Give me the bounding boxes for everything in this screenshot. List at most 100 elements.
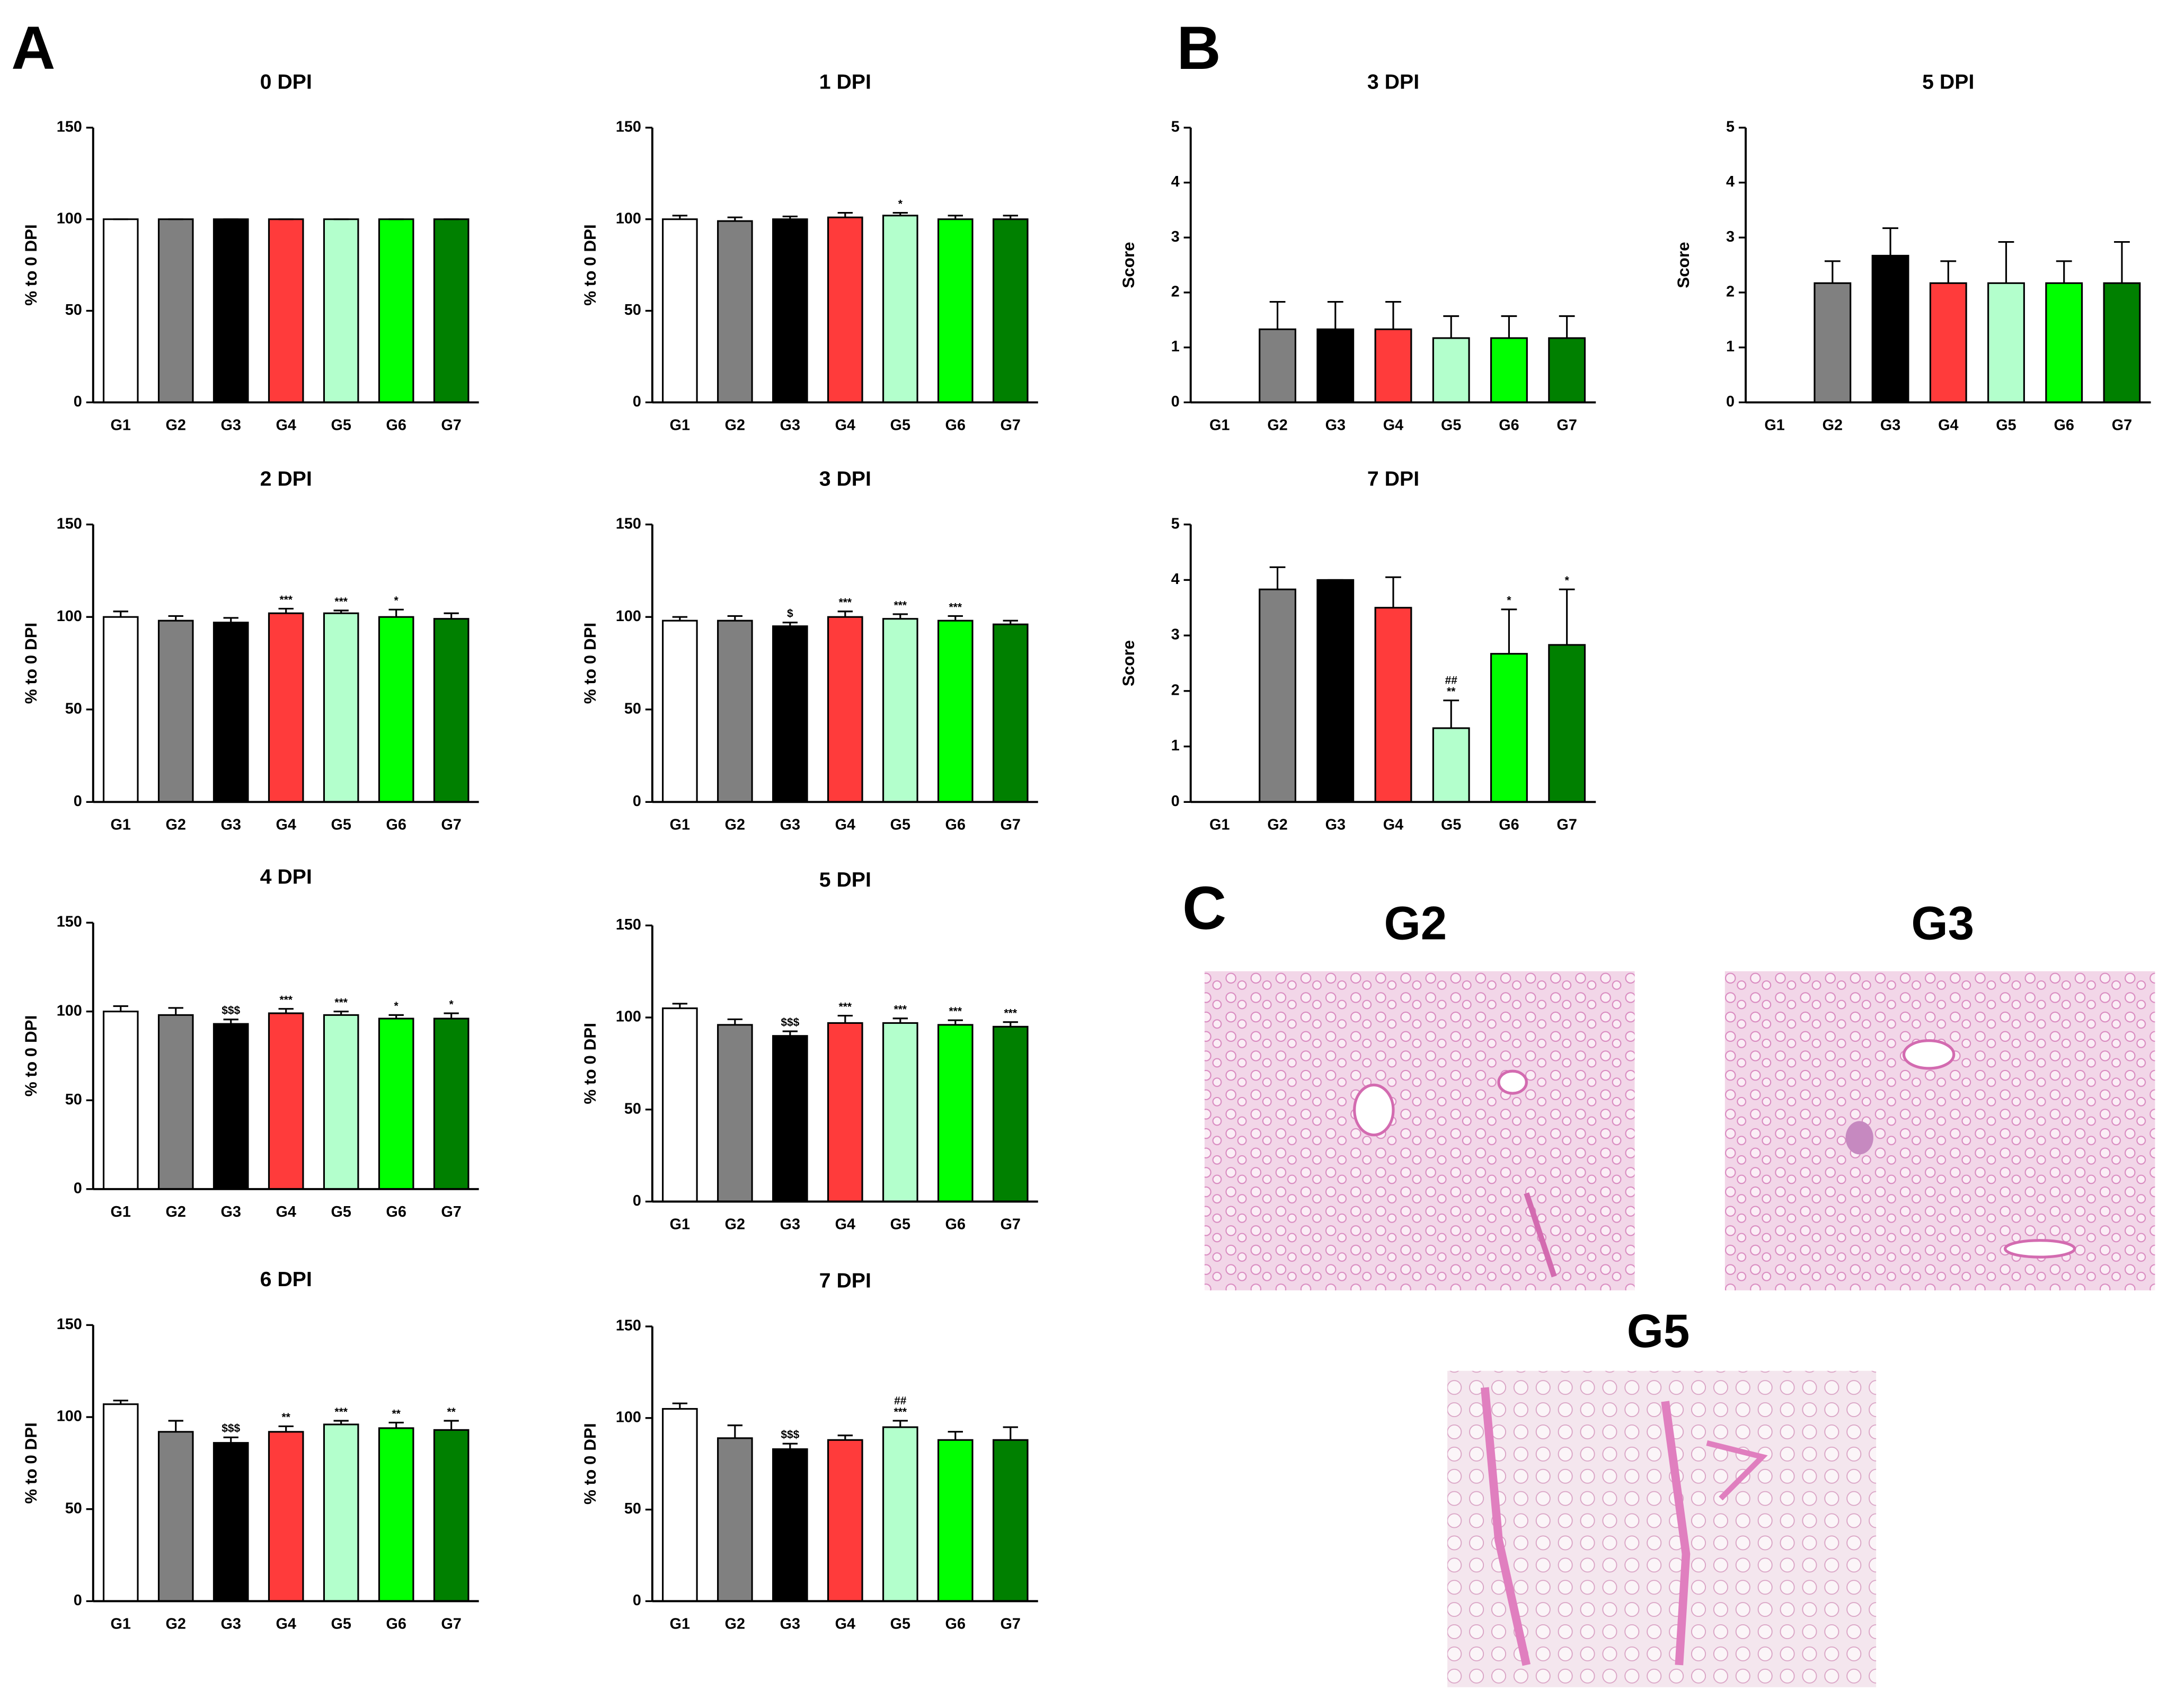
error-bar [333, 609, 349, 614]
bar [323, 612, 359, 803]
y-tick-label: 4 [1171, 173, 1180, 190]
error-bar [113, 610, 128, 617]
y-tick-label: 2 [1171, 284, 1180, 300]
bar [772, 625, 808, 803]
error-bar [1501, 315, 1517, 338]
x-tick-label: G1 [1209, 417, 1229, 433]
bar [1432, 727, 1470, 803]
histology-image [1447, 1370, 1877, 1687]
bar [378, 616, 414, 803]
error-bar [672, 1402, 688, 1409]
bar [992, 218, 1029, 403]
y-tick-label: 0 [1171, 393, 1180, 410]
x-tick-label: G1 [1764, 417, 1784, 433]
error-bar [948, 615, 963, 621]
bar [1814, 282, 1852, 403]
y-tick-label: 150 [57, 914, 82, 931]
significance-label: ** [1447, 685, 1456, 697]
bar [268, 1431, 304, 1602]
y-axis-label: % to 0 DPI [22, 623, 40, 704]
error-bar [1269, 300, 1286, 330]
y-tick-label: 150 [616, 515, 641, 532]
significance-label: *** [949, 601, 962, 613]
y-tick-label: 1 [1171, 737, 1180, 754]
chart-title: 7 DPI [1367, 467, 1419, 490]
error-bar [333, 1420, 349, 1424]
error-bar [1269, 566, 1286, 590]
error-bar [444, 1012, 459, 1019]
error-bar [1882, 227, 1898, 256]
bar [433, 1429, 470, 1602]
x-tick-label: G2 [725, 816, 745, 833]
image-label: G3 [1911, 896, 1974, 949]
error-bar [168, 1007, 183, 1015]
x-tick-label: G4 [276, 816, 296, 833]
bar [157, 1431, 194, 1602]
x-tick-label: G4 [1938, 417, 1958, 433]
bar [378, 1017, 414, 1190]
x-tick-label: G3 [780, 1216, 800, 1233]
error-bar [223, 1019, 238, 1024]
significance-label: *** [949, 1005, 962, 1017]
bar [213, 622, 249, 803]
y-tick-label: 5 [1726, 118, 1735, 135]
x-tick-label: G1 [111, 1203, 131, 1220]
significance-label: *** [279, 994, 293, 1006]
y-tick-label: 3 [1726, 228, 1735, 245]
x-tick-label: G1 [670, 816, 690, 833]
y-tick-label: 50 [65, 1091, 82, 1108]
x-tick-label: G6 [1499, 816, 1519, 833]
significance-label: *** [334, 996, 348, 1008]
x-tick-label: G7 [1001, 1616, 1021, 1633]
x-tick-label: G5 [1441, 417, 1461, 433]
x-tick-label: G3 [1880, 417, 1900, 433]
x-tick-label: G7 [1001, 816, 1021, 833]
error-bar [892, 1420, 908, 1428]
error-bar [1327, 300, 1343, 330]
x-tick-label: G6 [386, 1616, 406, 1633]
bar [1490, 653, 1528, 803]
x-tick-label: G7 [2112, 417, 2132, 433]
x-tick-label: G4 [276, 1616, 296, 1633]
error-bar [1003, 1021, 1018, 1027]
x-tick-label: G1 [1209, 816, 1229, 833]
bar [1871, 254, 1909, 403]
error-bar [2056, 260, 2072, 284]
bar [1548, 644, 1586, 803]
x-tick-label: G4 [276, 1203, 296, 1220]
bar [662, 620, 698, 803]
x-tick-label: G3 [780, 1616, 800, 1633]
significance-label: *** [334, 596, 348, 608]
x-tick-label: G7 [441, 1616, 461, 1633]
panel-label: C [1182, 874, 1226, 942]
bar [2103, 282, 2141, 403]
bar [323, 1014, 359, 1190]
panel-label: A [11, 14, 55, 82]
error-bar [727, 615, 743, 621]
y-tick-label: 150 [57, 118, 82, 135]
y-tick-label: 2 [1726, 284, 1735, 300]
y-tick-label: 0 [633, 1592, 641, 1609]
y-tick-label: 0 [633, 793, 641, 810]
y-tick-label: 100 [57, 1408, 82, 1425]
significance-label: $$$ [781, 1016, 799, 1029]
chart-title: 2 DPI [260, 467, 312, 490]
x-tick-label: G4 [835, 1216, 855, 1233]
bar [772, 1035, 808, 1202]
chart-title: 0 DPI [260, 70, 312, 93]
bar [717, 620, 753, 803]
y-axis-label: Score [1119, 640, 1138, 686]
error-bar [168, 1420, 183, 1432]
error-bar [278, 1425, 294, 1432]
significance-label: * [1507, 595, 1511, 607]
y-tick-label: 4 [1171, 571, 1180, 588]
chart-title: 3 DPI [819, 467, 871, 490]
y-tick-label: 50 [624, 700, 641, 717]
y-tick-label: 150 [616, 118, 641, 135]
bar [1929, 282, 1967, 403]
error-bar [837, 1435, 853, 1440]
histology-image [1724, 971, 2155, 1290]
x-tick-label: G7 [441, 1203, 461, 1220]
x-tick-label: G3 [780, 417, 800, 433]
